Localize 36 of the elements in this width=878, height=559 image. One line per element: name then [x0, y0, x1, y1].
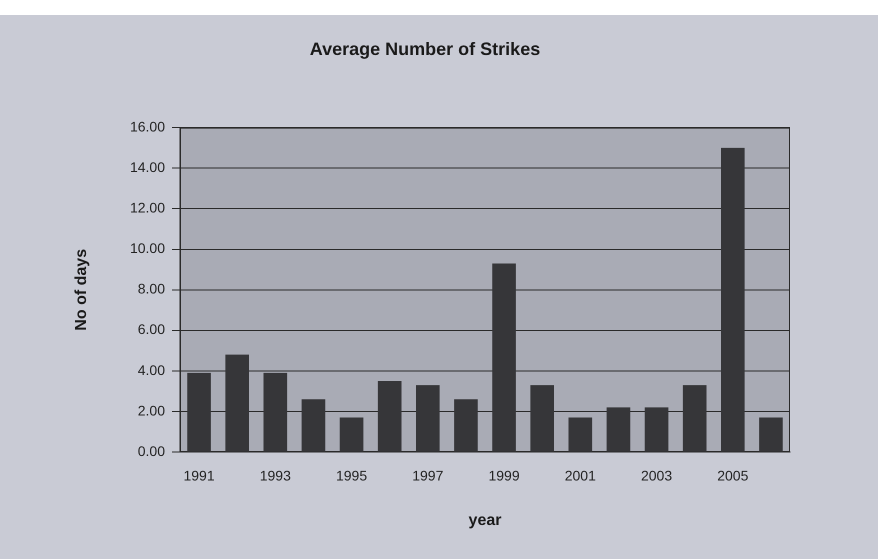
bar: [644, 407, 668, 452]
bar: [682, 385, 707, 452]
y-tick-label: 12.00: [130, 200, 166, 216]
x-tick-label: 1999: [488, 467, 520, 484]
bar: [454, 399, 478, 452]
x-tick-label: 2001: [564, 467, 596, 484]
x-tick-label: 1997: [412, 467, 444, 484]
bar: [530, 385, 554, 452]
bar: [340, 418, 364, 452]
bar: [759, 418, 783, 452]
bar: [263, 372, 288, 452]
bar: [416, 385, 440, 452]
y-tick-label: 10.00: [130, 240, 166, 256]
y-tick-label: 16.00: [130, 118, 166, 134]
y-tick-label: 6.00: [138, 321, 166, 338]
x-tick-label: 1993: [260, 467, 292, 484]
bar: [225, 354, 250, 452]
x-axis-title: year: [468, 512, 502, 529]
bar: [378, 381, 402, 452]
bar: [720, 148, 745, 452]
bar: [492, 263, 516, 452]
bar: [187, 372, 211, 452]
y-axis-title: No of days: [73, 248, 90, 331]
y-tick-label: 8.00: [138, 280, 166, 297]
chart-title: Average Number of Strikes: [310, 38, 540, 59]
y-tick-label: 4.00: [138, 362, 166, 378]
bar: [568, 418, 592, 452]
x-tick-label: 1995: [336, 467, 368, 484]
x-tick-label: 1991: [183, 467, 215, 484]
y-tick-label: 14.00: [130, 159, 166, 176]
bar: [302, 399, 326, 452]
y-tick-label: 0.00: [138, 442, 166, 459]
bar: [606, 407, 630, 452]
x-tick-label: 2005: [717, 467, 749, 484]
x-tick-label: 2003: [640, 467, 672, 484]
y-tick-label: 2.00: [138, 402, 166, 418]
